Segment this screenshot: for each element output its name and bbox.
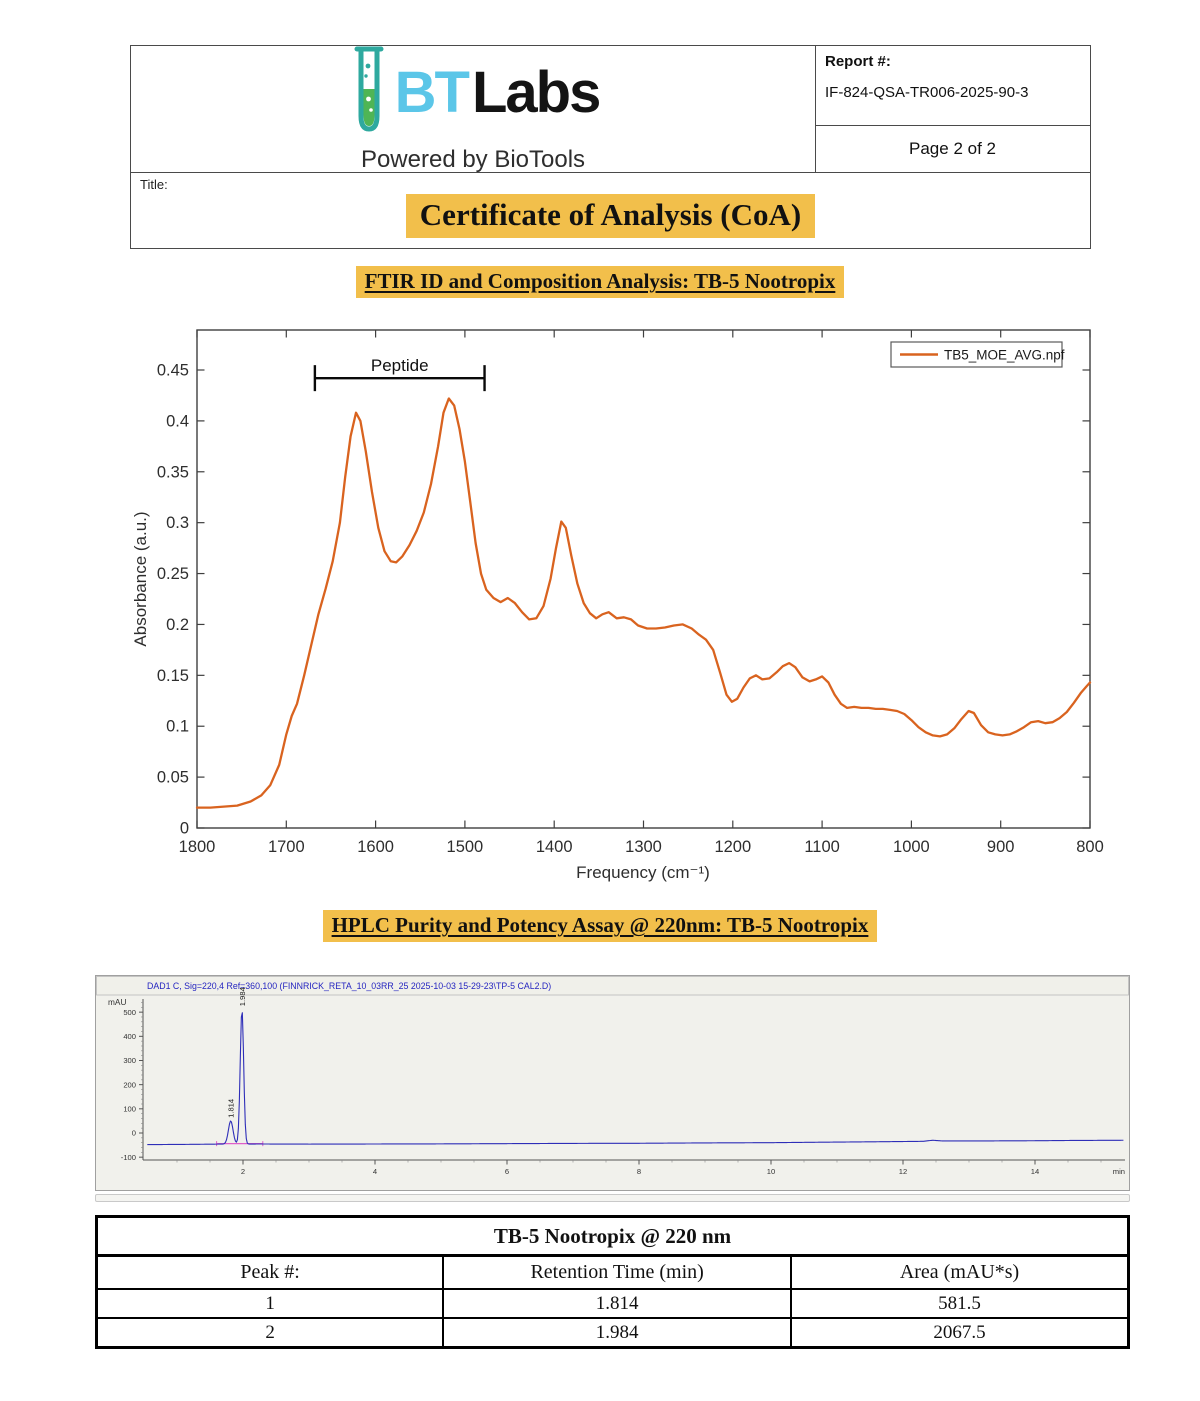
svg-text:0.35: 0.35: [157, 463, 189, 481]
svg-text:1800: 1800: [179, 838, 216, 856]
logo-text-bt: BT: [394, 59, 470, 125]
svg-text:200: 200: [123, 1080, 136, 1089]
cell-peak-number: 2: [95, 1317, 445, 1349]
column-header-peak: Peak #:: [95, 1254, 445, 1290]
svg-text:0.25: 0.25: [157, 565, 189, 583]
svg-text:Peptide: Peptide: [371, 356, 429, 375]
svg-text:14: 14: [1031, 1167, 1039, 1176]
hplc-chromatogram-panel: DAD1 C, Sig=220,4 Ref=360,100 (FINNRICK_…: [95, 975, 1130, 1191]
cell-retention-time: 1.814: [442, 1288, 793, 1319]
column-header-area: Area (mAU*s): [790, 1254, 1130, 1290]
cell-area: 2067.5: [790, 1317, 1130, 1349]
document-title: Certificate of Analysis (CoA): [405, 194, 816, 238]
svg-text:1600: 1600: [357, 838, 394, 856]
svg-text:min: min: [1113, 1167, 1125, 1176]
table-title: TB-5 Nootropix @ 220 nm: [95, 1215, 1130, 1257]
svg-text:mAU: mAU: [108, 997, 126, 1007]
svg-text:TB5_MOE_AVG.npf: TB5_MOE_AVG.npf: [944, 348, 1065, 363]
svg-text:0.15: 0.15: [157, 667, 189, 685]
svg-text:Absorbance (a.u.): Absorbance (a.u.): [131, 511, 150, 646]
logo-tagline: Powered by BioTools: [360, 146, 586, 173]
svg-text:-100: -100: [121, 1153, 136, 1162]
results-table-wrap: TB-5 Nootropix @ 220 nm Peak #: Retentio…: [95, 1215, 1130, 1349]
table-row: 2 1.984 2067.5: [95, 1317, 1130, 1349]
svg-text:1.814: 1.814: [227, 1099, 236, 1118]
svg-text:1500: 1500: [447, 838, 484, 856]
svg-text:0.45: 0.45: [157, 361, 189, 379]
svg-text:1200: 1200: [714, 838, 751, 856]
btlabs-logo: BT Labs: [347, 44, 601, 141]
svg-text:1000: 1000: [893, 838, 930, 856]
svg-text:0: 0: [180, 820, 189, 838]
svg-text:DAD1 C, Sig=220,4 Ref=360,100: DAD1 C, Sig=220,4 Ref=360,100 (FINNRICK_…: [147, 981, 551, 991]
svg-text:400: 400: [123, 1032, 136, 1041]
table-header-row: Peak #: Retention Time (min) Area (mAU*s…: [95, 1254, 1130, 1290]
cell-peak-number: 1: [95, 1288, 445, 1319]
svg-text:1700: 1700: [268, 838, 305, 856]
svg-text:1400: 1400: [536, 838, 573, 856]
svg-text:0.1: 0.1: [166, 718, 189, 736]
ftir-section-heading: FTIR ID and Composition Analysis: TB-5 N…: [0, 266, 1200, 298]
svg-text:500: 500: [123, 1008, 136, 1017]
svg-text:4: 4: [373, 1167, 377, 1176]
logo-text-labs: Labs: [471, 59, 601, 125]
svg-text:0.4: 0.4: [166, 412, 189, 430]
column-header-retention: Retention Time (min): [442, 1254, 793, 1290]
svg-text:10: 10: [767, 1167, 775, 1176]
cell-area: 581.5: [790, 1288, 1130, 1319]
page-indicator: Page 2 of 2: [815, 126, 1090, 173]
table-row: 1 1.814 581.5: [95, 1288, 1130, 1319]
svg-text:800: 800: [1076, 838, 1104, 856]
svg-text:12: 12: [899, 1167, 907, 1176]
report-cell: Report #: IF-824-QSA-TR006-2025-90-3: [815, 46, 1090, 126]
svg-text:300: 300: [123, 1056, 136, 1065]
svg-text:1100: 1100: [804, 838, 839, 856]
ftir-spectrum-chart: 1800 1700 1600 1500 1400 1300 1200 1100 1000 900 8…: [131, 329, 1104, 882]
svg-text:0.2: 0.2: [166, 616, 189, 634]
hplc-chromatogram-chart: DAD1 C, Sig=220,4 Ref=360,100 (FINNRICK_…: [95, 975, 1130, 1191]
svg-text:2: 2: [241, 1167, 245, 1176]
svg-text:8: 8: [637, 1167, 641, 1176]
svg-text:1.984: 1.984: [238, 987, 247, 1006]
svg-text:0.05: 0.05: [157, 769, 189, 787]
title-label: Title:: [140, 177, 168, 192]
svg-text:900: 900: [987, 838, 1015, 856]
svg-text:0: 0: [132, 1129, 136, 1138]
report-number-value: IF-824-QSA-TR006-2025-90-3: [825, 84, 1029, 101]
cell-retention-time: 1.984: [442, 1317, 793, 1349]
report-number-label: Report #:: [825, 53, 891, 70]
svg-text:Frequency (cm⁻¹): Frequency (cm⁻¹): [576, 863, 710, 882]
svg-text:100: 100: [123, 1104, 136, 1113]
results-table: TB-5 Nootropix @ 220 nm Peak #: Retentio…: [95, 1215, 1130, 1349]
svg-text:6: 6: [505, 1167, 509, 1176]
svg-text:1300: 1300: [625, 838, 662, 856]
logo-cell: BT Labs Powered by BioTools: [131, 46, 816, 173]
hplc-window-bottom-strip: [95, 1194, 1130, 1202]
svg-text:0.3: 0.3: [166, 514, 189, 532]
hplc-section-heading: HPLC Purity and Potency Assay @ 220nm: T…: [0, 910, 1200, 942]
header-box: BT Labs Powered by BioTools Report #: IF-…: [130, 45, 1091, 249]
title-row: Title: Certificate of Analysis (CoA): [131, 172, 1090, 248]
test-tube-icon: [347, 44, 391, 141]
